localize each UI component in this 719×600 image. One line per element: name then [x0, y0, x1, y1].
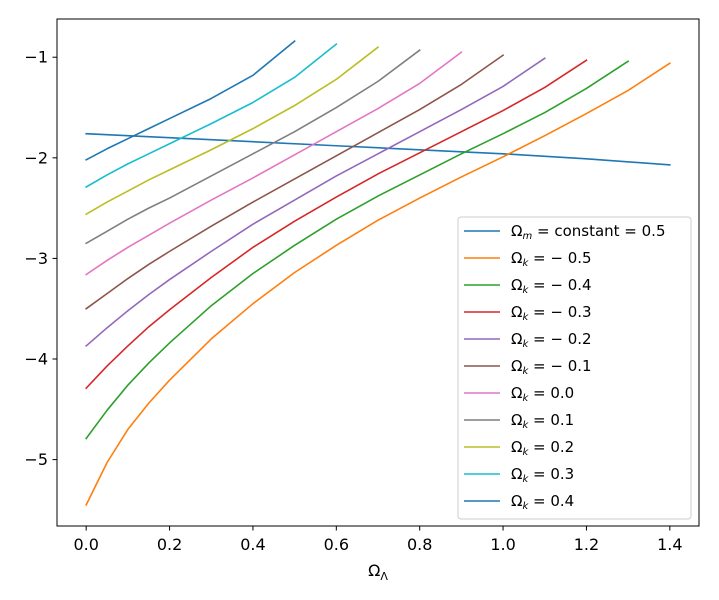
- legend-box: [457, 216, 692, 520]
- legend-label-5: Ωk = − 0.1: [511, 357, 592, 377]
- series-line-0: [85, 132, 671, 166]
- legend-label-2: Ωk = − 0.4: [511, 276, 592, 296]
- series-line-3: [85, 59, 588, 390]
- axes-frame: [56, 18, 700, 527]
- x-tick-label: 1.4: [657, 535, 682, 554]
- x-tick-label: 1.2: [574, 535, 599, 554]
- series-line-4: [85, 57, 546, 348]
- y-tick-label: −3: [24, 249, 48, 268]
- y-axis: −5 −4 −3 −2 −1: [24, 48, 57, 469]
- x-tick-label: 0.6: [324, 535, 349, 554]
- legend-label-6: Ωk = 0.0: [511, 384, 574, 404]
- series-line-5: [85, 54, 505, 310]
- legend-label-9: Ωk = 0.3: [511, 465, 574, 485]
- legend-label-0: Ωm = constant = 0.5: [511, 222, 666, 242]
- series-line-2: [85, 60, 630, 440]
- series-line-8: [85, 46, 380, 216]
- legend-label-10: Ωk = 0.4: [511, 492, 574, 512]
- series-line-9: [85, 43, 338, 189]
- x-tick-label: 0.8: [407, 535, 432, 554]
- x-axis-label-subscript: Λ: [380, 570, 388, 583]
- series-line-10: [85, 40, 296, 161]
- x-tick-label: 0.4: [240, 535, 265, 554]
- x-tick-label: 0.2: [157, 535, 182, 554]
- x-tick-label: 0.0: [73, 535, 98, 554]
- legend: Ωm = constant = 0.5 Ωk = − 0.5 Ωk = − 0.4 Ω…: [457, 216, 692, 520]
- legend-label-7: Ωk = 0.1: [511, 411, 574, 431]
- x-axis-label: ΩΛ: [368, 561, 388, 583]
- y-tick-label: −2: [24, 148, 48, 167]
- y-tick-label: −1: [24, 48, 48, 67]
- y-tick-label: −5: [24, 450, 48, 469]
- series-line-1: [85, 62, 671, 506]
- y-tick-label: −4: [24, 350, 48, 369]
- legend-label-8: Ωk = 0.2: [511, 438, 574, 458]
- x-axis: 0.0 0.2 0.4 0.6 0.8 1.0 1.2 1.4: [73, 526, 683, 554]
- legend-label-1: Ωk = − 0.5: [511, 249, 592, 269]
- series-lines: [85, 40, 671, 506]
- x-tick-label: 1.0: [490, 535, 515, 554]
- legend-label-4: Ωk = − 0.2: [511, 330, 592, 350]
- legend-label-3: Ωk = − 0.3: [511, 303, 592, 323]
- series-line-6: [85, 51, 463, 276]
- series-line-7: [85, 49, 421, 245]
